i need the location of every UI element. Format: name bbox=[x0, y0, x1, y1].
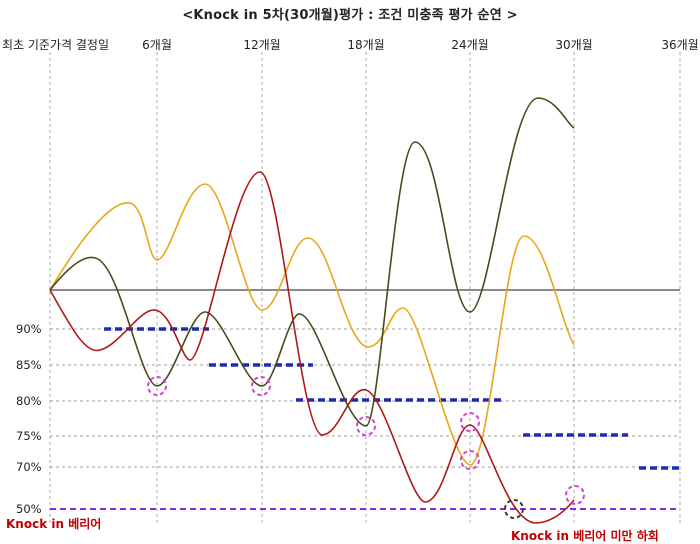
column-label-36m: 36개월 bbox=[661, 38, 699, 52]
column-label-24m: 24개월 bbox=[451, 38, 489, 52]
evaluation-circle bbox=[147, 376, 167, 396]
evaluation-circle bbox=[356, 416, 376, 436]
level-label-70: 70% bbox=[16, 460, 42, 474]
column-label-12m: 12개월 bbox=[243, 38, 281, 52]
column-label-18m: 18개월 bbox=[347, 38, 385, 52]
breach-circle bbox=[504, 499, 524, 519]
asset-path-orange bbox=[49, 183, 575, 466]
level-label-85: 85% bbox=[16, 358, 42, 372]
asset-path-red bbox=[49, 171, 575, 524]
asset-path-olive bbox=[49, 97, 575, 427]
evaluation-circle bbox=[460, 412, 480, 432]
level-label-50: 50% bbox=[16, 502, 42, 516]
evaluation-circle bbox=[251, 376, 271, 396]
knock-in-breach-note: Knock in 베리어 미만 하회 bbox=[511, 529, 659, 543]
evaluation-circle bbox=[460, 450, 480, 470]
diagram-title: <Knock in 5차(30개월)평가 : 조건 미충족 평가 순연 > bbox=[182, 8, 518, 23]
knock-in-barrier-note: Knock in 베리어 bbox=[6, 517, 102, 531]
column-label-start: 최초 기준가격 결정일 bbox=[2, 38, 109, 52]
column-label-6m: 6개월 bbox=[142, 38, 172, 52]
column-label-30m: 30개월 bbox=[555, 38, 593, 52]
level-label-75: 75% bbox=[16, 429, 42, 443]
evaluation-circle bbox=[565, 485, 585, 505]
level-label-80: 80% bbox=[16, 394, 42, 408]
level-label-90: 90% bbox=[16, 322, 42, 336]
